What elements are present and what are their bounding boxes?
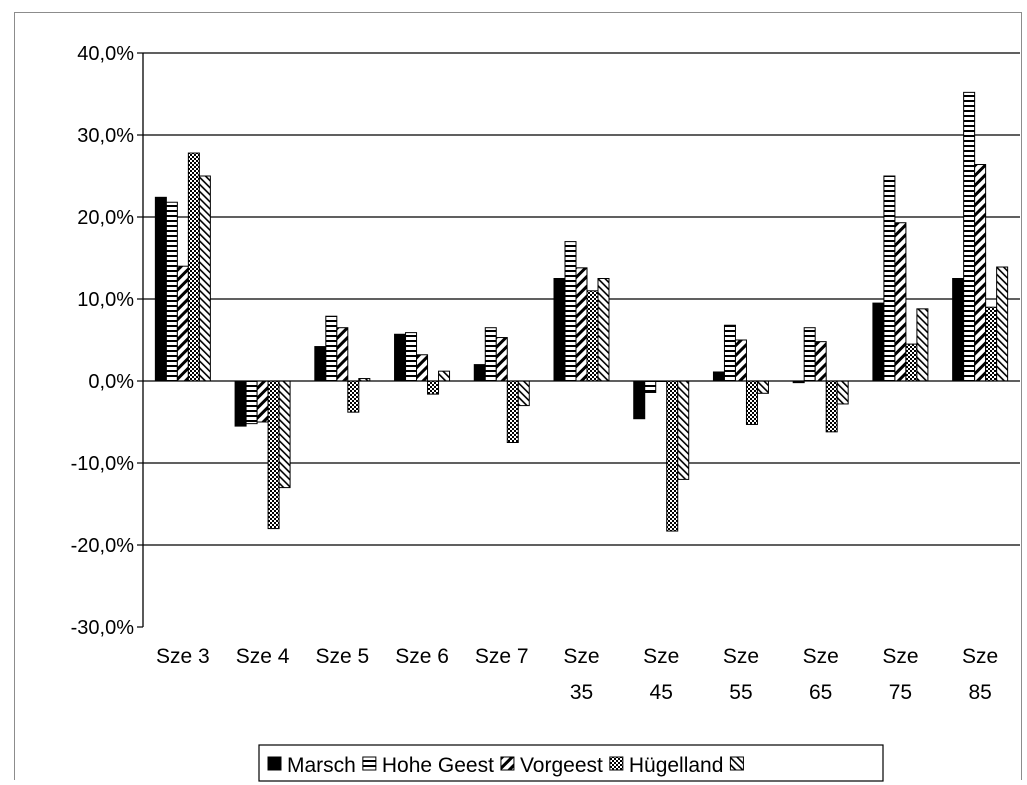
bar-1-10 [872, 302, 885, 382]
bar-5-4 [438, 370, 451, 382]
x-tick-label: Sze [803, 645, 839, 668]
bar-3-2 [256, 380, 269, 423]
bar-4-9 [825, 380, 838, 433]
legend-label: Vorgeest [520, 754, 603, 777]
bar-2-2 [245, 380, 258, 425]
x-tick-label: Sze 4 [236, 645, 290, 668]
legend-label: Hohe Geest [382, 754, 494, 777]
bar-3-10 [894, 222, 907, 382]
x-tick-label: 75 [889, 681, 912, 704]
legend-swatch [267, 756, 282, 771]
bar-2-5 [484, 327, 497, 382]
bar-4-4 [427, 380, 440, 395]
bar-4-8 [745, 380, 758, 425]
bar-4-5 [506, 380, 519, 443]
x-tick-label: 35 [570, 681, 593, 704]
bar-2-11 [963, 91, 976, 382]
x-tick-label: Sze [723, 645, 759, 668]
legend-swatch [362, 756, 377, 771]
y-tick-label: 0,0% [88, 371, 134, 393]
bar-3-1 [176, 265, 189, 382]
x-tick-label: Sze 7 [475, 645, 529, 668]
x-tick-label: 45 [650, 681, 673, 704]
bar-3-11 [974, 164, 987, 382]
bar-2-7 [644, 380, 657, 393]
x-tick-label: Sze [882, 645, 918, 668]
bar-5-6 [597, 278, 610, 382]
bar-4-1 [187, 152, 200, 382]
bar-5-9 [836, 380, 849, 405]
bar-5-1 [198, 175, 211, 382]
bar-1-1 [154, 196, 167, 382]
bar-5-5 [517, 380, 530, 407]
bar-4-6 [586, 290, 599, 382]
x-tick-label: Sze [563, 645, 599, 668]
bar-2-3 [325, 315, 338, 382]
bar-5-8 [756, 380, 769, 394]
bar-2-9 [803, 327, 816, 382]
x-tick-label: 65 [809, 681, 832, 704]
bar-3-5 [495, 337, 508, 382]
bar-2-1 [165, 201, 178, 382]
bar-4-3 [347, 380, 360, 413]
legend-label: Marsch [287, 754, 356, 777]
bar-3-6 [575, 267, 588, 382]
x-tick-label: 55 [729, 681, 752, 704]
bar-5-11 [996, 266, 1009, 382]
legend-swatch [500, 756, 515, 771]
bar-4-2 [267, 380, 280, 530]
bar-1-2 [234, 380, 247, 427]
bar-2-10 [883, 175, 896, 382]
chart-frame [14, 12, 1022, 780]
bar-2-6 [564, 241, 577, 382]
axis-layer: -30,0% -20,0% -10,0% 0,0% 10,0% 20,0% 30,0% 40,… [71, 43, 1020, 704]
legend: Marsch Hohe Geest Vorgeest Hügelland [258, 744, 884, 782]
x-tick-label: Sze 6 [395, 645, 449, 668]
bar-5-7 [677, 380, 690, 480]
legend-label: Hügelland [629, 754, 724, 777]
y-tick-label: -20,0% [71, 535, 135, 557]
bar-4-10 [905, 343, 918, 382]
bar-1-11 [952, 278, 965, 382]
bar-3-9 [814, 341, 827, 382]
legend-swatch [609, 756, 624, 771]
y-tick-label: 30,0% [77, 125, 134, 147]
bar-4-11 [985, 306, 998, 382]
x-tick-label: Sze 5 [315, 645, 369, 668]
y-tick-label: 40,0% [77, 43, 134, 65]
bar-1-5 [473, 364, 486, 382]
bar-1-3 [314, 346, 327, 382]
bar-3-8 [734, 339, 747, 382]
x-tick-label: Sze [643, 645, 679, 668]
bar-1-4 [394, 333, 407, 382]
x-tick-label: Sze [962, 645, 998, 668]
y-tick-label: -10,0% [71, 453, 135, 475]
bar-1-7 [633, 380, 646, 420]
bar-5-2 [278, 380, 291, 489]
bar-5-10 [916, 308, 929, 382]
bar-4-7 [666, 380, 679, 532]
bar-1-8 [712, 371, 725, 382]
bar-2-4 [405, 332, 418, 382]
bar-1-6 [553, 278, 566, 382]
y-tick-label: 20,0% [77, 207, 134, 229]
x-tick-label: Sze 3 [156, 645, 210, 668]
x-tick-label: 85 [968, 681, 991, 704]
bars-layer [154, 91, 1009, 532]
y-tick-label: 10,0% [77, 289, 134, 311]
bar-2-8 [723, 324, 736, 382]
bar-3-3 [336, 327, 349, 382]
legend-swatch [729, 756, 744, 771]
y-tick-label: -30,0% [71, 617, 135, 639]
bar-3-4 [416, 354, 429, 382]
